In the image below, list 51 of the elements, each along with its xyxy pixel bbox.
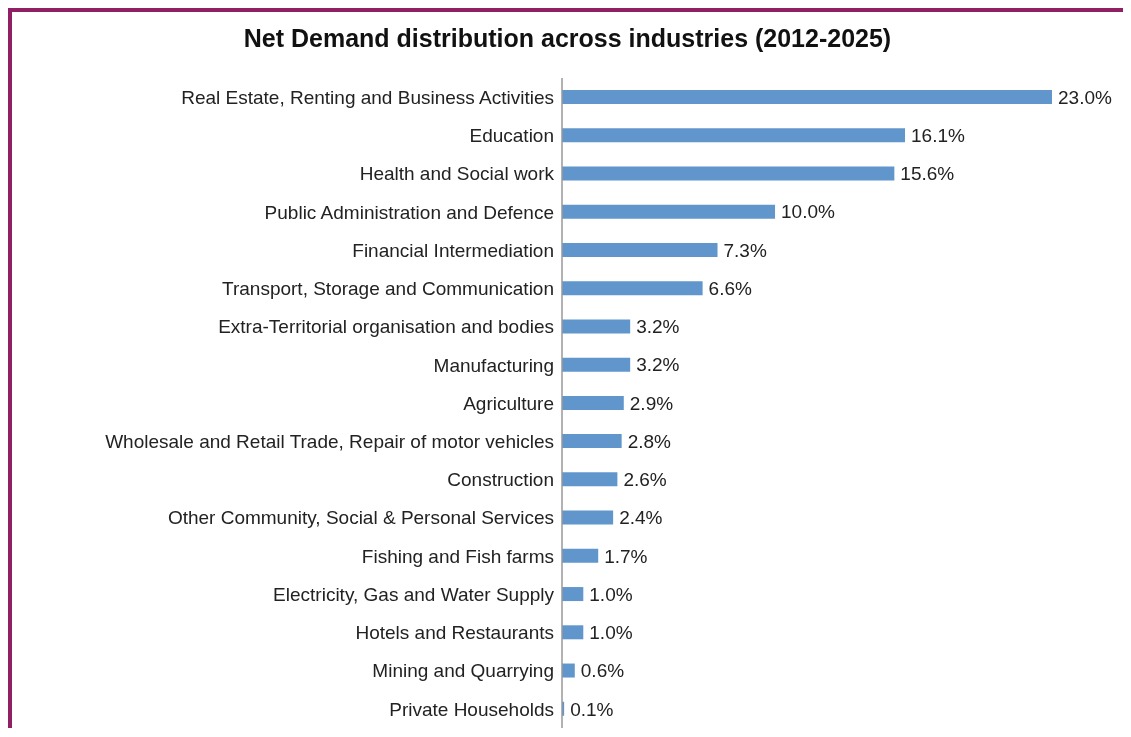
data-label: 0.6%: [580, 660, 625, 682]
y-tick-label: Construction: [447, 469, 554, 491]
y-tick-label: Transport, Storage and Communication: [222, 278, 554, 300]
y-tick-label: Education: [469, 125, 554, 147]
y-tick-label: Real Estate, Renting and Business Activities: [181, 86, 554, 108]
y-tick-label: Extra-Territorial organisation and bodies: [218, 316, 554, 338]
chart-title: Net Demand distribution across industries (2012-2025): [242, 23, 893, 54]
data-label: 2.8%: [627, 430, 672, 452]
bar: [562, 663, 575, 678]
y-tick-label: Health and Social work: [359, 163, 555, 185]
data-label: 15.6%: [900, 163, 955, 185]
y-tick-label: Manufacturing: [433, 354, 554, 376]
y-tick-label: Private Households: [389, 698, 554, 720]
data-label: 1.0%: [589, 622, 633, 644]
data-label: 16.1%: [911, 124, 965, 146]
data-label: 0.1%: [570, 698, 614, 720]
bar: [562, 434, 622, 449]
y-tick-label: Financial Intermediation: [352, 239, 554, 261]
data-label: 2.4%: [619, 507, 663, 529]
data-label: 23.0%: [1058, 86, 1112, 108]
bar: [562, 204, 776, 219]
data-label: 6.6%: [708, 277, 753, 299]
bar: [562, 242, 718, 257]
y-tick-label: Wholesale and Retail Trade, Repair of motor vehicles: [105, 430, 554, 452]
data-label: 7.3%: [723, 239, 767, 261]
data-label: 2.9%: [629, 392, 674, 414]
y-tick-label: Agriculture: [463, 392, 554, 414]
data-label: 3.2%: [636, 316, 680, 338]
bar: [562, 128, 905, 143]
bar: [562, 281, 703, 296]
y-tick-label: Other Community, Social & Personal Services: [167, 507, 554, 529]
data-label: 2.6%: [623, 469, 667, 491]
data-label: 1.7%: [604, 545, 648, 567]
bar: [562, 472, 618, 487]
data-label: 1.0%: [589, 583, 633, 605]
bar: [562, 548, 599, 563]
bar: [562, 319, 631, 334]
data-label: 10.0%: [781, 201, 836, 223]
bar: [562, 395, 624, 410]
y-tick-label: Electricity, Gas and Water Supply: [273, 583, 555, 605]
data-label: 3.2%: [636, 354, 680, 376]
bar: [562, 625, 584, 640]
y-tick-label: Mining and Quarrying: [372, 660, 554, 682]
y-tick-label: Public Administration and Defence: [264, 201, 554, 223]
bar: [562, 510, 614, 525]
bar: [562, 587, 584, 602]
bar: [562, 90, 1052, 104]
bar: [562, 166, 895, 181]
y-tick-label: Fishing and Fish farms: [361, 545, 554, 567]
bar: [562, 357, 631, 372]
y-tick-label: Hotels and Restaurants: [355, 622, 554, 644]
